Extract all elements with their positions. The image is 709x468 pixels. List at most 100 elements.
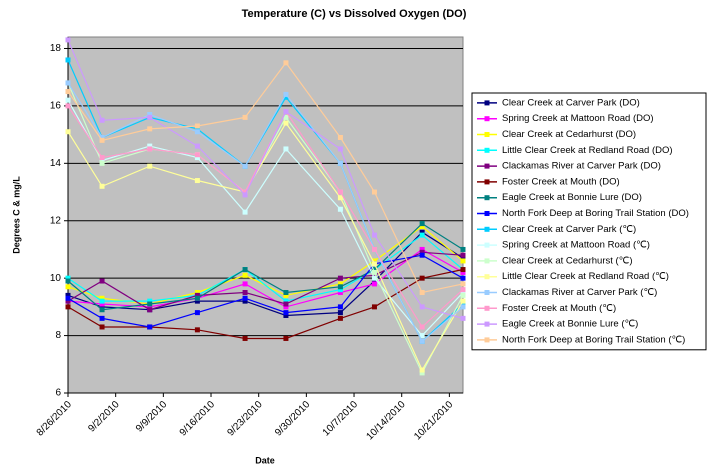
legend-label: North Fork Deep at Boring Trail Station … xyxy=(502,334,685,345)
data-point xyxy=(419,370,425,376)
x-tick-label: 9/16/2010 xyxy=(178,399,218,439)
data-point xyxy=(419,324,425,330)
data-point xyxy=(65,304,71,310)
data-point xyxy=(337,310,343,316)
data-point xyxy=(419,246,425,252)
data-point xyxy=(147,112,153,118)
data-point xyxy=(337,287,343,293)
data-point xyxy=(283,91,289,97)
legend-marker xyxy=(484,321,490,327)
data-point xyxy=(99,157,105,163)
data-point xyxy=(147,163,153,169)
legend-marker xyxy=(484,305,490,311)
data-point xyxy=(337,160,343,166)
x-tick-label: 9/9/2010 xyxy=(134,399,170,435)
data-point xyxy=(147,298,153,304)
data-point xyxy=(65,278,71,284)
data-point xyxy=(147,146,153,152)
data-point xyxy=(99,117,105,123)
legend-label: Eagle Creek at Bonnie Lure (℃) xyxy=(502,319,638,330)
legend-label: Spring Creek at Mattoon Road (DO) xyxy=(502,113,654,124)
series-line xyxy=(67,61,464,294)
legend-marker xyxy=(484,147,490,153)
data-point xyxy=(194,295,200,301)
data-point xyxy=(194,298,200,304)
x-tick-label: 9/2/2010 xyxy=(86,399,122,435)
data-point xyxy=(460,255,466,261)
data-point xyxy=(242,163,248,169)
data-point xyxy=(419,221,425,227)
data-point xyxy=(460,275,466,281)
data-point xyxy=(283,292,289,298)
data-point xyxy=(460,301,466,307)
data-point xyxy=(99,304,105,310)
y-axis-title: Degrees C & mg/L xyxy=(11,176,21,254)
series-line xyxy=(67,122,464,372)
series-line xyxy=(67,234,464,302)
data-point xyxy=(65,80,71,86)
y-tick-label: 16 xyxy=(50,101,62,112)
legend-marker xyxy=(484,179,490,185)
data-point xyxy=(147,304,153,310)
data-point xyxy=(99,295,105,301)
legend-marker xyxy=(484,290,490,295)
legend-marker xyxy=(484,163,490,169)
data-point xyxy=(337,195,343,201)
data-point xyxy=(283,290,289,296)
data-point xyxy=(419,275,425,281)
data-point xyxy=(194,310,200,316)
x-tick-label: 8/26/2010 xyxy=(35,399,75,439)
legend-label: Eagle Creek at Bonnie Lure (DO) xyxy=(502,192,642,203)
data-point xyxy=(337,281,343,287)
data-point xyxy=(283,146,289,152)
y-tick-label: 18 xyxy=(50,43,62,54)
legend-label: Clear Creek at Cedarhurst (℃) xyxy=(502,255,633,266)
data-point xyxy=(242,189,248,195)
data-point xyxy=(242,335,248,341)
series-line xyxy=(67,254,464,328)
data-point xyxy=(419,232,425,238)
data-point xyxy=(283,60,289,66)
data-point xyxy=(337,275,343,281)
data-point xyxy=(194,129,200,135)
x-tick-label: 9/23/2010 xyxy=(225,399,265,439)
data-point xyxy=(460,287,466,293)
data-point xyxy=(242,290,248,296)
legend-label: Clear Creek at Cedarhurst (DO) xyxy=(502,129,636,140)
legend-marker xyxy=(484,226,490,232)
legend-label: Clackamas River at Carver Park (DO) xyxy=(502,161,661,172)
legend-marker xyxy=(484,211,490,216)
data-point xyxy=(194,178,200,184)
data-point xyxy=(283,114,289,120)
data-point xyxy=(99,324,105,330)
data-point xyxy=(371,272,377,278)
data-point xyxy=(337,315,343,321)
series-line xyxy=(67,82,464,375)
legend xyxy=(471,92,707,351)
y-tick-label: 14 xyxy=(50,158,62,169)
data-point xyxy=(460,252,466,258)
legend-marker xyxy=(484,337,490,343)
chart-title: Temperature (C) vs Dissolved Oxygen (DO) xyxy=(242,8,467,20)
data-point xyxy=(147,143,153,149)
series-line xyxy=(67,222,464,311)
data-point xyxy=(419,304,425,310)
data-point xyxy=(242,281,248,287)
data-point xyxy=(419,338,425,344)
data-point xyxy=(460,290,466,296)
data-point xyxy=(419,290,425,296)
data-point xyxy=(194,292,200,298)
data-point xyxy=(371,269,377,275)
legend-marker xyxy=(484,242,490,248)
data-point xyxy=(283,310,289,316)
y-tick-label: 6 xyxy=(55,388,61,399)
data-point xyxy=(99,160,105,166)
y-tick-label: 8 xyxy=(55,330,61,341)
data-point xyxy=(283,335,289,341)
data-point xyxy=(242,192,248,198)
data-point xyxy=(194,290,200,296)
data-point xyxy=(419,229,425,235)
data-point xyxy=(147,126,153,132)
series-line xyxy=(67,39,464,319)
data-point xyxy=(419,367,425,373)
